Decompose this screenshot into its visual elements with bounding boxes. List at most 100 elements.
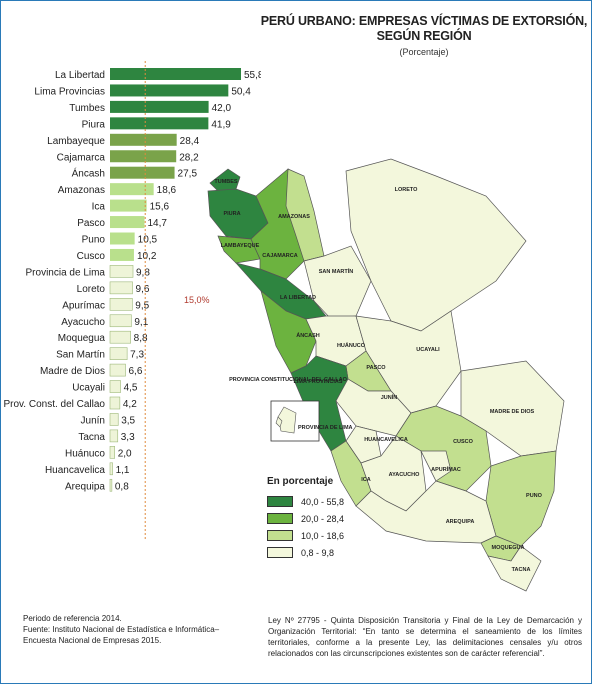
map-region-label: TACNA	[512, 567, 531, 573]
map-region-label: AMAZONAS	[278, 214, 310, 220]
value-label: 9,1	[134, 317, 148, 328]
bar	[110, 117, 209, 130]
bar	[110, 248, 134, 261]
region-tacna	[487, 545, 542, 592]
map-region-label: LIMA PROVINCIAS	[294, 379, 343, 385]
value-label: 8,8	[134, 333, 148, 344]
region-arequipa	[355, 480, 497, 544]
bar	[109, 297, 133, 311]
bar	[110, 150, 177, 163]
map-region-label: JUNÍN	[381, 393, 398, 401]
legend-item: 10,0 - 18,6	[267, 527, 344, 544]
category-label: Prov. Const. del Callao	[3, 399, 105, 410]
bar	[109, 281, 133, 295]
legend-swatch	[267, 547, 293, 558]
bar	[109, 429, 119, 443]
region-loreto	[345, 158, 527, 332]
category-label: Ayacucho	[61, 317, 105, 328]
category-label: Huánuco	[65, 448, 105, 459]
inset-label-callao: PROVINCIA CONSTITUCIONAL DEL CALLAO	[229, 377, 348, 383]
category-label: Madre de Dios	[40, 366, 105, 377]
value-label: 4,2	[123, 399, 137, 410]
region-lambayeque	[217, 235, 261, 264]
bar	[109, 363, 126, 377]
legend-swatch	[267, 530, 293, 541]
legend-label: 40,0 - 55,8	[301, 496, 345, 507]
value-label: 7,3	[130, 350, 144, 361]
map-region-label: LAMBAYEQUE	[221, 243, 260, 249]
legend-label: 0,8 - 9,8	[301, 547, 335, 558]
law-note: Ley Nº 27795 - Quinta Disposición Transi…	[268, 616, 582, 658]
bar	[110, 232, 135, 245]
map-region-label: ÁNCASH	[296, 332, 320, 339]
bar	[109, 478, 113, 492]
legend-item: 40,0 - 55,8	[267, 493, 344, 510]
category-label: Tumbes	[69, 103, 105, 114]
bar-chart: La Libertad 55,8 Lima Provincias 50,4 Tumbes…	[3, 61, 261, 541]
bar	[109, 347, 128, 360]
lima-inset-province	[277, 406, 297, 434]
category-label: Provincia de Lima	[26, 267, 106, 278]
category-label: Puno	[82, 235, 106, 246]
category-label: Ucayali	[72, 383, 105, 394]
bar	[110, 133, 177, 146]
value-label: 2,0	[118, 448, 132, 459]
value-label: 0,8	[115, 481, 129, 492]
map-region-label: CUSCO	[453, 439, 474, 445]
legend-label: 20,0 - 28,4	[301, 513, 345, 524]
value-label: 4,5	[124, 383, 138, 394]
region-puno	[485, 450, 557, 547]
region-tumbes	[209, 168, 241, 192]
map-region-label: TUMBES	[214, 179, 238, 185]
map-legend: En porcentaje 40,0 - 55,8 20,0 - 28,4 10,0…	[267, 476, 344, 561]
source-line-2: Encuesta Nacional de Empresas 2015.	[23, 636, 162, 645]
value-label: 15,6	[150, 202, 170, 213]
value-label: 28,2	[179, 152, 199, 163]
bar	[109, 330, 131, 344]
bar	[110, 84, 229, 97]
category-label: Huancavelica	[45, 465, 105, 476]
footer-source: Periodo de referencia 2014. Fuente: Inst…	[23, 613, 219, 646]
map-region-label: HUANCAVELICA	[364, 437, 408, 443]
category-label: Pasco	[77, 218, 105, 229]
map-region-label: PUNO	[526, 493, 543, 499]
bar	[109, 380, 121, 393]
bar	[109, 462, 113, 476]
bar	[109, 446, 115, 459]
bar	[110, 199, 147, 212]
map-region-label: CAJAMARCA	[262, 253, 297, 259]
map-region-label: MADRE DE DIOS	[490, 409, 535, 415]
value-label: 14,7	[148, 218, 168, 229]
value-label: 18,6	[157, 185, 177, 196]
bar	[110, 216, 145, 229]
legend-title: En porcentaje	[267, 476, 334, 487]
reference-period: Periodo de referencia 2014.	[23, 614, 122, 623]
category-label: Apurímac	[62, 300, 105, 311]
legend-item: 0,8 - 9,8	[267, 544, 344, 561]
category-label: Piura	[82, 119, 106, 130]
map-region-label: UCAYALI	[416, 347, 440, 353]
legend-swatch	[267, 496, 293, 507]
peru-map: TUMBES PIURA AMAZONAS LORETO LAMBAYEQUECAJAM…	[207, 158, 565, 592]
category-label: San Martín	[56, 350, 105, 361]
legend-label: 10,0 - 18,6	[301, 530, 345, 541]
bar	[110, 183, 154, 196]
value-label: 10,5	[138, 235, 158, 246]
value-label: 1,1	[116, 465, 130, 476]
category-label: La Libertad	[55, 70, 105, 81]
value-label: 41,9	[211, 119, 231, 130]
value-label: 9,5	[135, 300, 149, 311]
category-label: Cajamarca	[57, 152, 106, 163]
category-label: Lima Provincias	[34, 86, 105, 97]
chart-title: PERÚ URBANO: EMPRESAS VÍCTIMAS DE EXTORS…	[259, 14, 589, 44]
category-label: Amazonas	[58, 185, 105, 196]
category-label: Moquegua	[58, 333, 106, 344]
inset-label-lima: PROVINCIA DE LIMA	[298, 425, 353, 431]
bar	[109, 314, 132, 328]
category-label: Áncash	[72, 167, 105, 180]
bar	[109, 265, 134, 278]
title-line-2: SEGÚN REGIÓN	[376, 29, 472, 43]
value-label: 42,0	[212, 103, 232, 114]
map-region-label: PASCO	[366, 365, 386, 371]
